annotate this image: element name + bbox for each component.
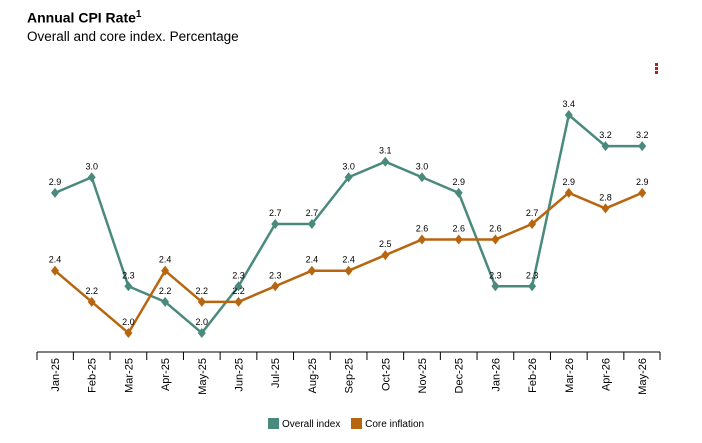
data-label-overall: 2.2 bbox=[159, 286, 172, 296]
data-point-core bbox=[564, 187, 573, 198]
data-point-core bbox=[87, 296, 96, 307]
chart-subtitle: Overall and core index. Percentage bbox=[27, 29, 239, 44]
data-point-core bbox=[271, 281, 280, 292]
legend-item-core[interactable]: Core inflation bbox=[351, 418, 424, 430]
data-label-core: 2.0 bbox=[122, 317, 135, 327]
x-tick-label: Oct-25 bbox=[380, 358, 392, 391]
x-tick-label: Jul-25 bbox=[270, 358, 282, 388]
data-point-core bbox=[197, 296, 206, 307]
chart-title: Annual CPI Rate1 bbox=[27, 9, 141, 26]
data-label-overall: 2.3 bbox=[232, 270, 245, 280]
data-label-overall: 2.0 bbox=[196, 317, 209, 327]
data-label-core: 2.6 bbox=[452, 224, 465, 234]
data-point-core bbox=[234, 296, 243, 307]
line-chart: Jan-25 Feb-25 Mar-25 Apr-25 May-25 Jun-25 Jul-… bbox=[36, 99, 661, 395]
title-footnote-marker: 1 bbox=[135, 9, 142, 20]
data-point-core bbox=[344, 265, 353, 276]
x-tick-label: Nov-25 bbox=[417, 358, 429, 393]
data-point-overall bbox=[638, 141, 647, 152]
data-label-overall: 2.9 bbox=[49, 177, 62, 187]
data-label-core: 2.7 bbox=[526, 208, 539, 218]
x-tick-label: Sep-25 bbox=[344, 358, 356, 393]
vertical-dots-icon[interactable] bbox=[650, 62, 662, 78]
data-label-core: 2.4 bbox=[306, 255, 319, 265]
legend-item-overall[interactable]: Overall index bbox=[268, 418, 340, 430]
data-label-core: 2.4 bbox=[342, 255, 355, 265]
data-point-core bbox=[528, 218, 537, 229]
legend-label-core: Core inflation bbox=[365, 419, 425, 430]
data-point-overall bbox=[51, 187, 59, 198]
x-tick-label: Jan-26 bbox=[490, 358, 502, 392]
data-label-overall: 2.7 bbox=[306, 208, 319, 218]
data-label-overall: 2.9 bbox=[452, 177, 465, 187]
x-tick-label: Jan-25 bbox=[50, 358, 62, 392]
data-point-overall bbox=[344, 172, 353, 183]
data-point-core bbox=[307, 265, 316, 276]
data-label-overall: 3.2 bbox=[599, 130, 612, 140]
data-label-overall: 2.3 bbox=[489, 270, 502, 280]
data-label-overall: 3.1 bbox=[379, 146, 392, 156]
data-label-core: 2.2 bbox=[85, 286, 98, 296]
chart-legend: Overall index Core inflation bbox=[268, 418, 432, 430]
chart-title-text: Annual CPI Rate bbox=[27, 9, 136, 26]
data-point-overall bbox=[601, 141, 610, 152]
data-label-core: 2.8 bbox=[599, 192, 612, 202]
x-tick-label: Apr-26 bbox=[601, 358, 613, 391]
x-tick-label: Feb-26 bbox=[527, 358, 539, 393]
data-point-overall bbox=[87, 172, 96, 183]
legend-label-overall: Overall index bbox=[282, 419, 341, 430]
data-label-overall: 2.7 bbox=[269, 208, 282, 218]
data-point-core bbox=[454, 234, 463, 245]
data-point-overall bbox=[271, 218, 280, 229]
data-label-core: 2.2 bbox=[232, 286, 245, 296]
data-point-core bbox=[638, 187, 647, 198]
data-label-core: 2.4 bbox=[49, 255, 62, 265]
data-label-core: 2.9 bbox=[636, 177, 649, 187]
data-label-core: 2.5 bbox=[379, 239, 392, 249]
x-tick-label: Aug-25 bbox=[307, 358, 319, 393]
data-label-overall: 3.0 bbox=[416, 161, 429, 171]
data-label-overall: 2.3 bbox=[122, 270, 135, 280]
data-point-overall bbox=[564, 110, 573, 120]
x-tick-label: Apr-25 bbox=[160, 358, 172, 391]
data-point-core bbox=[381, 250, 390, 261]
data-label-core: 2.4 bbox=[159, 255, 172, 265]
data-point-overall bbox=[124, 281, 133, 292]
data-point-overall bbox=[381, 156, 390, 167]
x-tick-label: May-25 bbox=[197, 358, 209, 395]
series-line-overall bbox=[54, 113, 643, 335]
x-tick-label: Jun-25 bbox=[234, 358, 246, 392]
x-tick-label: May-26 bbox=[637, 358, 649, 395]
data-label-core: 2.6 bbox=[416, 224, 429, 234]
x-tick-label: Dec-25 bbox=[454, 358, 466, 393]
legend-swatch-core bbox=[351, 418, 363, 429]
legend-swatch-overall bbox=[268, 418, 279, 429]
data-label-overall: 3.0 bbox=[342, 161, 355, 171]
data-point-core bbox=[124, 327, 133, 338]
data-label-overall: 3.4 bbox=[563, 99, 576, 109]
x-tick-label: Feb-25 bbox=[87, 358, 99, 393]
data-label-core: 2.2 bbox=[196, 286, 209, 296]
data-label-overall: 3.2 bbox=[636, 130, 649, 140]
data-point-overall bbox=[418, 172, 426, 183]
data-point-core bbox=[491, 234, 500, 245]
data-point-core bbox=[51, 265, 59, 276]
data-point-overall bbox=[161, 296, 170, 307]
data-point-overall bbox=[491, 281, 500, 292]
data-point-overall bbox=[307, 218, 316, 229]
data-label-core: 2.9 bbox=[563, 177, 576, 187]
data-point-overall bbox=[234, 281, 243, 292]
data-label-overall: 2.3 bbox=[526, 270, 539, 280]
data-point-core bbox=[601, 203, 610, 214]
data-point-core bbox=[161, 265, 170, 276]
data-point-overall bbox=[197, 327, 206, 338]
data-label-core: 2.3 bbox=[269, 270, 282, 280]
data-label-overall: 3.0 bbox=[85, 161, 98, 171]
data-label-core: 2.6 bbox=[489, 224, 502, 234]
data-point-core bbox=[418, 234, 426, 245]
x-tick-label: Mar-26 bbox=[564, 358, 576, 393]
data-point-overall bbox=[528, 281, 537, 292]
x-tick-label: Mar-25 bbox=[123, 358, 135, 393]
data-point-overall bbox=[454, 187, 463, 198]
